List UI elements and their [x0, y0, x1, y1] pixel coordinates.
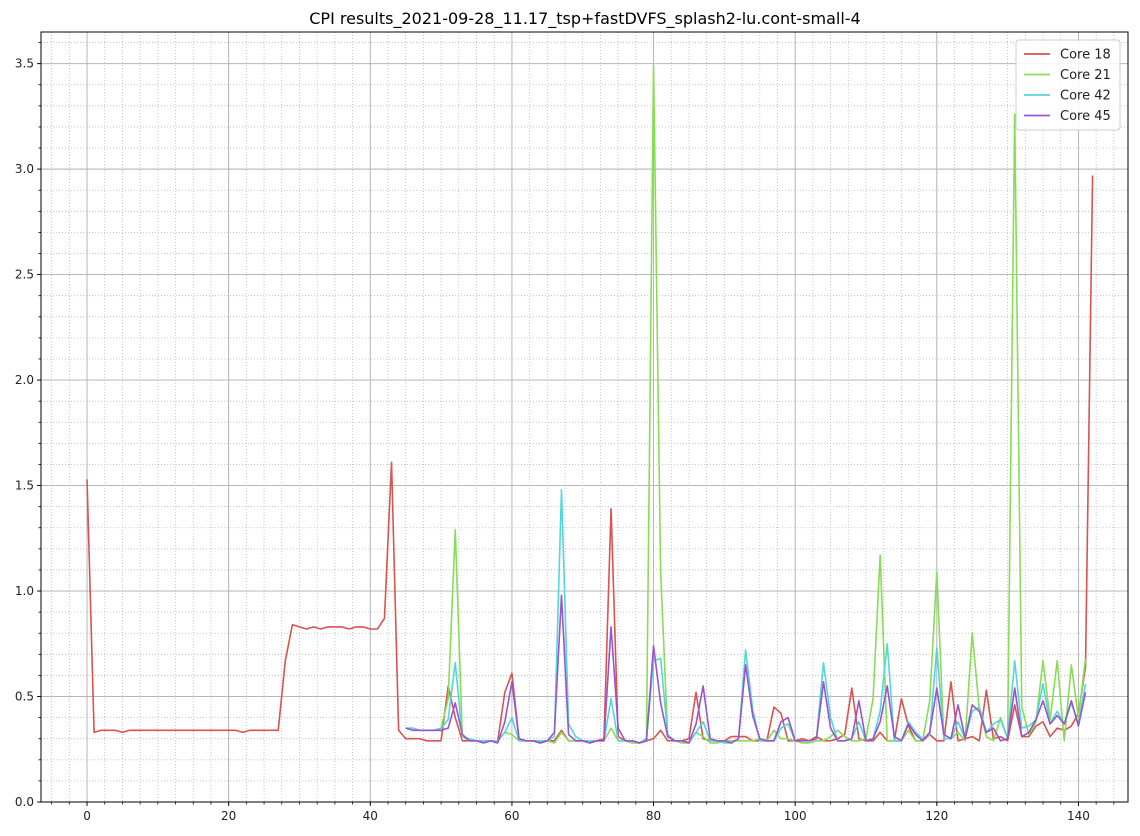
- x-tick-label: 40: [363, 809, 378, 823]
- y-tick-label: 0.0: [15, 795, 34, 809]
- axis-ticks: 0 20 40 60 80 100 120 140 0.0 0.5 1.0 1.5 2.0 2.5 3.0 3…: [15, 42, 1115, 823]
- legend-item: Core 45: [1024, 109, 1111, 124]
- legend-item: Core 21: [1024, 68, 1111, 83]
- legend-label: Core 45: [1060, 109, 1111, 124]
- y-tick-label: 1.5: [15, 479, 34, 493]
- x-tick-label: 20: [221, 809, 236, 823]
- y-tick-label: 0.5: [15, 690, 34, 704]
- x-tick-label: 120: [925, 809, 948, 823]
- legend-item: Core 42: [1024, 89, 1111, 104]
- y-tick-label: 1.0: [15, 584, 34, 598]
- x-tick-label: 100: [784, 809, 807, 823]
- chart-title: CPI results_2021-09-28_11.17_tsp+fastDVF…: [309, 9, 860, 29]
- series-lines: [86, 64, 1094, 744]
- legend-label: Core 21: [1060, 68, 1111, 83]
- series-line: [405, 488, 1087, 744]
- y-tick-label: 2.5: [15, 268, 34, 282]
- legend-label: Core 18: [1060, 48, 1111, 63]
- x-tick-label: 0: [83, 809, 91, 823]
- legend-item: Core 18: [1024, 48, 1111, 63]
- series-line: [405, 594, 1087, 744]
- x-tick-label: 60: [504, 809, 519, 823]
- y-tick-label: 3.5: [15, 57, 34, 71]
- x-tick-label: 80: [646, 809, 661, 823]
- plot-frame: [40, 31, 1129, 803]
- y-tick-label: 2.0: [15, 373, 34, 387]
- legend-box: [1015, 39, 1121, 131]
- legend: Core 18 Core 21 Core 42 Core 45: [1015, 39, 1121, 131]
- series-core-42: [405, 488, 1087, 744]
- legend-label: Core 42: [1060, 89, 1111, 104]
- series-core-45: [405, 594, 1087, 744]
- y-tick-label: 3.0: [15, 162, 34, 176]
- x-tick-label: 140: [1067, 809, 1090, 823]
